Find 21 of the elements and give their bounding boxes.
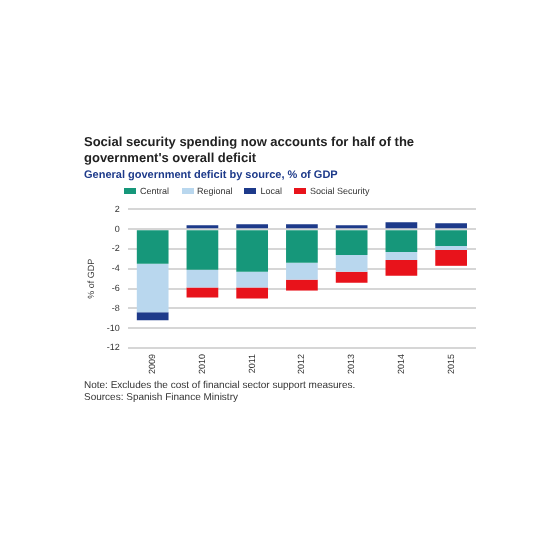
bar xyxy=(385,251,418,260)
bar xyxy=(186,268,219,287)
bar xyxy=(136,311,169,320)
bar xyxy=(286,229,318,263)
bar xyxy=(236,286,269,298)
bar xyxy=(236,229,269,271)
bar xyxy=(385,221,418,228)
bar xyxy=(236,270,269,287)
bar xyxy=(335,270,368,282)
bar xyxy=(186,229,219,269)
bar xyxy=(385,259,418,275)
bar xyxy=(435,249,467,266)
bar xyxy=(136,263,169,312)
bar xyxy=(435,222,467,228)
bar xyxy=(385,229,418,252)
bar xyxy=(335,254,368,271)
bar xyxy=(335,229,368,255)
bar xyxy=(435,229,467,246)
bar xyxy=(136,229,169,264)
bar xyxy=(286,278,318,290)
bar xyxy=(286,262,318,279)
